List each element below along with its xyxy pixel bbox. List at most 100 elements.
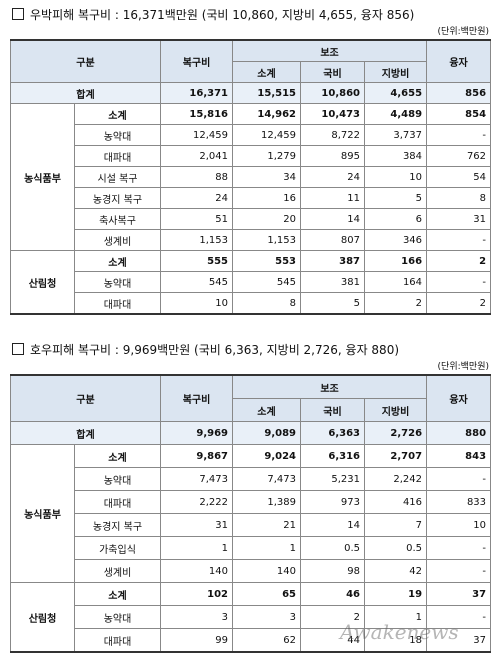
row-label: 소계 xyxy=(74,250,161,272)
header-cell: 복구비 xyxy=(160,39,233,83)
cell: 346 xyxy=(363,229,428,251)
cell: - xyxy=(426,605,492,629)
header-cell: 복구비 xyxy=(160,374,233,422)
row-label: 농약대 xyxy=(74,124,161,146)
data-row: 농경지 복구 24 16 11 5 8 xyxy=(11,187,492,209)
header-cell: 구분 xyxy=(10,39,161,83)
data-row: 축사복구 51 20 14 6 31 xyxy=(11,208,492,230)
cell: 3 xyxy=(160,605,233,629)
cell: 1,153 xyxy=(232,229,301,251)
cell: 44 xyxy=(300,628,365,653)
cell: 2 xyxy=(363,292,428,315)
cell: 9,867 xyxy=(160,444,233,468)
section-title: 호우피해 복구비 : 9,969백만원 (국비 6,363, 지방비 2,726… xyxy=(10,340,491,360)
cell: 807 xyxy=(300,229,365,251)
checkbox-icon xyxy=(12,343,24,355)
header-cell: 소계 xyxy=(232,398,301,422)
header-cell: 소계 xyxy=(232,61,301,83)
data-row: 농경지 복구 31 21 14 7 10 xyxy=(11,513,492,537)
cell: 10,860 xyxy=(300,82,365,104)
header-cell: 융자 xyxy=(426,39,492,83)
row-label: 대파대 xyxy=(74,490,161,514)
cell: 6 xyxy=(363,208,428,230)
data-table: 구분 복구비 보조 융자 소계 국비 지방비 합계 9,969 9,089 6,363 2,726 88… xyxy=(10,374,492,653)
cell: 10 xyxy=(160,292,233,315)
cell: 164 xyxy=(363,271,428,293)
cell: 99 xyxy=(160,628,233,653)
cell: 880 xyxy=(426,421,492,445)
row-label: 생계비 xyxy=(74,229,161,251)
cell: 140 xyxy=(160,559,233,583)
cell: 11 xyxy=(300,187,365,209)
cell: 1 xyxy=(160,536,233,560)
cell: 973 xyxy=(300,490,365,514)
cell: 9,969 xyxy=(160,421,233,445)
data-table: 구분 복구비 보조 융자 소계 국비 지방비 합계 16,371 15,515 10,860 4,65… xyxy=(10,39,492,315)
row-label: 합계 xyxy=(10,82,161,104)
cell: - xyxy=(426,467,492,491)
header-cell: 국비 xyxy=(300,61,365,83)
cell: 14 xyxy=(300,513,365,537)
cell: 7 xyxy=(363,513,428,537)
cell: 1,279 xyxy=(232,145,301,167)
cell: 8 xyxy=(426,187,492,209)
cell: 14 xyxy=(300,208,365,230)
cell: 895 xyxy=(300,145,365,167)
cell: - xyxy=(426,229,492,251)
cell: 5,231 xyxy=(300,467,365,491)
data-row: 대파대 99 62 44 18 37 xyxy=(11,628,492,653)
title-text: 우박피해 복구비 : 16,371백만원 (국비 10,860, 지방비 4,6… xyxy=(30,8,415,22)
cell: 31 xyxy=(426,208,492,230)
cell: 9,089 xyxy=(232,421,301,445)
data-row: 대파대 2,222 1,389 973 416 833 xyxy=(11,490,492,514)
cell: 843 xyxy=(426,444,492,468)
data-row: 농약대 12,459 12,459 8,722 3,737- xyxy=(11,124,492,146)
cell: 7,473 xyxy=(232,467,301,491)
cell: - xyxy=(426,559,492,583)
header-row: 구분 복구비 보조 융자 xyxy=(10,39,492,83)
total-row: 합계 16,371 15,515 10,860 4,655 856 xyxy=(10,82,492,104)
cell: 34 xyxy=(232,166,301,188)
cell: 42 xyxy=(363,559,428,583)
cell: 2,707 xyxy=(363,444,428,468)
row-label: 시설 복구 xyxy=(74,166,161,188)
header-cell: 보조 xyxy=(231,374,428,399)
cell: 555 xyxy=(160,250,233,272)
cell: 545 xyxy=(160,271,233,293)
cell: 16 xyxy=(232,187,301,209)
cell: 16,371 xyxy=(160,82,233,104)
row-label: 대파대 xyxy=(74,292,161,315)
header-cell: 지방비 xyxy=(363,398,428,422)
cell: 6,316 xyxy=(300,444,365,468)
cell: 19 xyxy=(363,582,428,606)
cell: 1,153 xyxy=(160,229,233,251)
row-label: 농약대 xyxy=(74,271,161,293)
cell: 2,222 xyxy=(160,490,233,514)
cell: 416 xyxy=(363,490,428,514)
cell: 3,737 xyxy=(363,124,428,146)
unit-note: (단위:백만원) xyxy=(437,362,489,372)
cell: 54 xyxy=(426,166,492,188)
cell: 10 xyxy=(426,513,492,537)
cell: 2,242 xyxy=(363,467,428,491)
row-label: 합계 xyxy=(10,421,161,445)
header-cell: 보조 xyxy=(231,39,428,62)
header-cell: 지방비 xyxy=(363,61,428,83)
data-row: 농약대 545 545 381 164- xyxy=(11,271,492,293)
cell: 833 xyxy=(426,490,492,514)
cell: 5 xyxy=(363,187,428,209)
group-label: 산림청 xyxy=(10,582,75,653)
data-row: 산림청 소계 102 65 46 19 37 xyxy=(10,582,492,653)
row-label: 대파대 xyxy=(74,628,161,653)
cell: 65 xyxy=(232,582,301,606)
cell: 0.5 xyxy=(300,536,365,560)
row-label: 농약대 xyxy=(74,467,161,491)
row-label: 소계 xyxy=(74,103,161,125)
cell: 88 xyxy=(160,166,233,188)
cell: 1,389 xyxy=(232,490,301,514)
cell: 5 xyxy=(300,292,365,315)
cell: 762 xyxy=(426,145,492,167)
cell: 14,962 xyxy=(232,103,301,125)
cell: 62 xyxy=(232,628,301,653)
section: 호우피해 복구비 : 9,969백만원 (국비 6,363, 지방비 2,726… xyxy=(10,340,492,653)
